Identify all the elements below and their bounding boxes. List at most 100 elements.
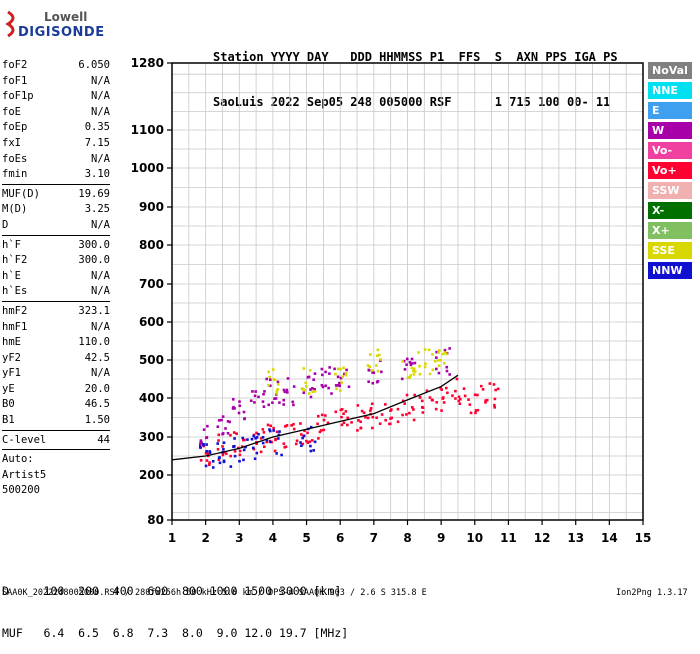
param-name: hmF1 [2, 320, 28, 333]
data-point [211, 459, 215, 463]
data-point [305, 385, 308, 388]
data-point [435, 356, 438, 359]
digisonde-logo: Lowell DIGISONDE [4, 6, 104, 46]
data-point [368, 365, 372, 368]
x-tick-label: 6 [336, 531, 344, 545]
data-point [254, 390, 257, 393]
data-point [246, 438, 249, 441]
file-info: SAA0K_2022248005000.RSF / 280fx256h 50 k… [2, 588, 427, 598]
param-row: hmF1 N/A [2, 320, 110, 336]
data-point [492, 383, 496, 386]
param-separator [2, 300, 110, 302]
data-point [380, 413, 384, 416]
data-point [396, 420, 400, 424]
param-name: foF1p [2, 90, 34, 103]
data-point [440, 388, 443, 391]
data-point [268, 375, 272, 379]
data-point [300, 387, 304, 391]
data-point [446, 391, 449, 395]
data-point [340, 408, 344, 411]
param-value: 1.50 [84, 414, 110, 427]
data-point [367, 368, 371, 372]
param-name: h`F [2, 238, 21, 251]
data-point [479, 384, 483, 388]
data-point [408, 411, 411, 415]
param-value: 300.0 [78, 254, 110, 267]
data-point [339, 408, 343, 412]
data-point [249, 399, 253, 403]
data-point [229, 465, 233, 468]
param-separator [2, 183, 110, 185]
data-point [401, 399, 405, 403]
data-point [380, 370, 383, 374]
data-point [356, 404, 360, 407]
data-point [268, 440, 272, 444]
data-point [286, 377, 290, 380]
data-point [371, 415, 375, 419]
data-point [321, 385, 325, 389]
x-tick-label: 8 [403, 531, 411, 545]
data-point [259, 437, 263, 440]
data-point [302, 434, 306, 438]
data-point [402, 359, 406, 363]
param-value: 323.1 [78, 304, 110, 317]
data-point [474, 411, 477, 415]
data-point [336, 375, 340, 379]
data-point [309, 444, 312, 448]
data-point [278, 401, 281, 404]
data-point [437, 371, 441, 375]
data-point [442, 401, 446, 404]
data-point [268, 428, 271, 431]
y-tick-label: 300 [139, 430, 164, 444]
data-point [263, 390, 266, 393]
data-point [356, 429, 359, 432]
data-point [320, 367, 324, 371]
x-tick-label: 3 [235, 531, 243, 545]
data-point [284, 445, 288, 449]
data-point [376, 348, 380, 352]
data-point [307, 392, 311, 395]
data-point [350, 421, 353, 424]
y-tick-label: 600 [139, 315, 164, 329]
data-point [276, 388, 280, 391]
data-point [318, 430, 322, 434]
param-value: 42.5 [84, 351, 110, 364]
data-point [412, 418, 416, 422]
data-point [267, 403, 270, 407]
data-point [282, 403, 285, 406]
data-point [226, 431, 230, 435]
data-point [321, 373, 324, 377]
data-point [413, 393, 416, 397]
data-point [244, 445, 247, 449]
param-name: MUF(D) [2, 187, 40, 200]
data-point [370, 369, 374, 372]
data-point [437, 364, 441, 368]
data-point [285, 424, 289, 427]
data-point [459, 397, 462, 401]
data-point [375, 364, 378, 367]
data-point [367, 380, 370, 384]
data-point [252, 434, 256, 438]
data-point [301, 442, 305, 446]
data-point [463, 394, 467, 398]
legend-item: W [648, 122, 692, 139]
param-row: fxI 7.15 [2, 136, 110, 152]
x-tick-label: 7 [370, 531, 378, 545]
data-point [268, 384, 272, 388]
data-point [435, 350, 438, 354]
data-point [308, 369, 312, 372]
param-value: N/A [91, 218, 110, 231]
data-point [423, 348, 427, 351]
data-point [322, 418, 326, 422]
data-point [290, 424, 293, 427]
data-point [286, 391, 289, 394]
data-point [316, 422, 319, 426]
data-point [359, 426, 363, 430]
data-point [222, 441, 226, 445]
data-point [366, 364, 370, 367]
data-point [224, 427, 227, 430]
data-point [255, 451, 259, 455]
data-point [259, 450, 263, 454]
param-value: 20.0 [84, 382, 110, 395]
data-point [379, 358, 382, 361]
